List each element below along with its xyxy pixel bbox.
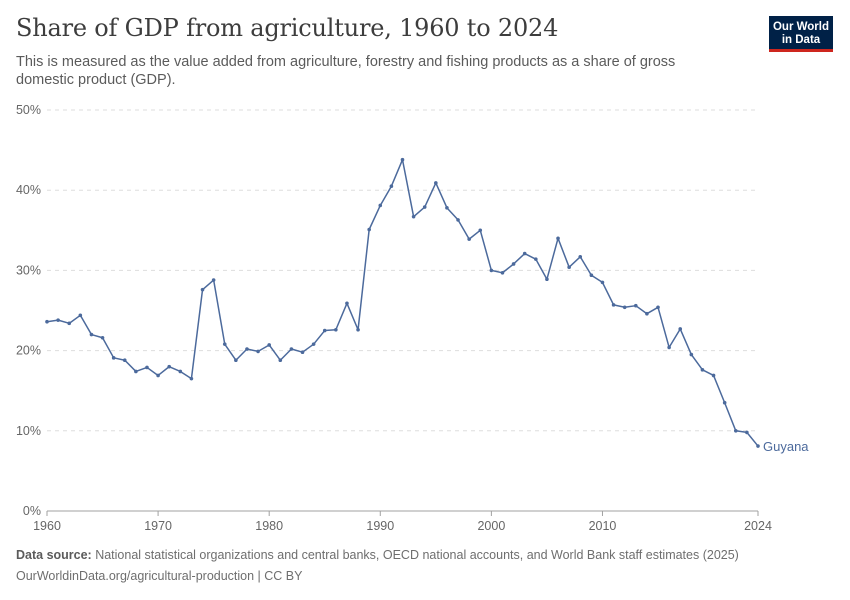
data-point bbox=[56, 318, 60, 322]
data-point bbox=[167, 364, 172, 369]
data-point bbox=[145, 365, 149, 370]
data-point bbox=[722, 400, 727, 405]
data-point bbox=[278, 358, 283, 363]
data-point bbox=[578, 254, 583, 259]
data-source-label: Data source: bbox=[16, 548, 92, 562]
data-point bbox=[67, 321, 72, 326]
y-tick-label: 10% bbox=[16, 424, 41, 438]
data-point bbox=[389, 184, 394, 188]
data-point bbox=[267, 343, 271, 347]
data-point bbox=[234, 358, 238, 363]
logo-line-2: in Data bbox=[781, 34, 821, 46]
x-tick-label: 2024 bbox=[744, 519, 772, 533]
data-point bbox=[656, 305, 660, 310]
x-tick-label: 1960 bbox=[33, 519, 61, 533]
data-point bbox=[122, 358, 127, 363]
data-point bbox=[334, 327, 338, 332]
data-point bbox=[78, 313, 83, 318]
data-point bbox=[134, 369, 138, 374]
data-point bbox=[256, 349, 260, 354]
data-point bbox=[322, 328, 327, 333]
data-point bbox=[311, 342, 316, 346]
data-point bbox=[456, 218, 460, 222]
data-point bbox=[633, 303, 638, 308]
data-point bbox=[222, 342, 227, 346]
y-tick-label: 30% bbox=[16, 263, 41, 277]
chart-subtitle: This is measured as the value added from… bbox=[16, 54, 676, 88]
data-point bbox=[511, 262, 516, 266]
data-point bbox=[211, 278, 216, 282]
data-point bbox=[700, 368, 705, 372]
x-tick-label: 2010 bbox=[589, 519, 617, 533]
x-tick-label: 2000 bbox=[477, 519, 505, 533]
data-point bbox=[434, 181, 438, 185]
data-point bbox=[745, 430, 749, 435]
data-point bbox=[300, 350, 305, 355]
data-point bbox=[667, 345, 671, 350]
data-point bbox=[111, 356, 116, 360]
data-point bbox=[522, 251, 527, 256]
data-point bbox=[467, 237, 471, 241]
x-tick-label: 1970 bbox=[144, 519, 172, 533]
data-point bbox=[345, 301, 349, 306]
chart-title: Share of GDP from agriculture, 1960 to 2… bbox=[16, 14, 559, 42]
data-point bbox=[400, 157, 405, 162]
data-point bbox=[689, 352, 694, 357]
data-point bbox=[645, 311, 649, 316]
data-point bbox=[411, 214, 416, 219]
grid-lines bbox=[47, 109, 758, 512]
data-point bbox=[289, 347, 294, 351]
data-point bbox=[500, 271, 505, 275]
data-point bbox=[556, 236, 560, 241]
data-point bbox=[678, 327, 683, 331]
owid-logo[interactable]: Our World in Data bbox=[769, 16, 833, 52]
data-point bbox=[611, 303, 616, 307]
x-tick-label: 1990 bbox=[366, 519, 394, 533]
data-point bbox=[733, 429, 738, 433]
data-point bbox=[489, 268, 494, 273]
y-tick-label: 20% bbox=[16, 344, 41, 358]
data-point bbox=[478, 228, 483, 233]
series-line-guyana bbox=[46, 158, 759, 447]
data-point bbox=[622, 305, 627, 310]
data-point bbox=[756, 444, 760, 448]
data-point bbox=[45, 319, 49, 324]
data-source-text: National statistical organizations and c… bbox=[91, 548, 739, 562]
data-point bbox=[245, 347, 249, 351]
data-point bbox=[367, 227, 371, 232]
line-chart: 0% 10% 20% 30% 40% 50% 1960 1970 1980 1990 2000 20… bbox=[16, 103, 809, 533]
data-source: Data source: National statistical organi… bbox=[16, 548, 739, 562]
data-point bbox=[534, 257, 538, 261]
y-tick-label: 0% bbox=[23, 504, 41, 518]
data-point bbox=[100, 335, 105, 340]
data-point bbox=[445, 206, 449, 210]
series-guyana: Guyana bbox=[45, 157, 809, 454]
y-tick-label: 50% bbox=[16, 103, 41, 117]
data-point bbox=[422, 205, 427, 209]
x-tick-label: 1980 bbox=[255, 519, 283, 533]
series-label: Guyana bbox=[763, 439, 809, 454]
y-tick-label: 40% bbox=[16, 183, 41, 197]
data-point bbox=[589, 273, 594, 278]
data-point bbox=[378, 203, 383, 208]
data-point bbox=[156, 373, 160, 378]
data-point bbox=[711, 373, 716, 378]
data-point bbox=[200, 287, 205, 292]
data-point bbox=[189, 376, 194, 381]
y-axis: 0% 10% 20% 30% 40% 50% bbox=[16, 103, 41, 518]
data-point bbox=[600, 280, 605, 285]
data-point bbox=[545, 277, 549, 282]
logo-line-1: Our World bbox=[772, 21, 829, 33]
x-axis: 1960 1970 1980 1990 2000 2010 2024 bbox=[33, 511, 772, 533]
data-point bbox=[356, 327, 360, 332]
data-point bbox=[178, 369, 183, 374]
data-point bbox=[567, 265, 571, 269]
url-license[interactable]: OurWorldinData.org/agricultural-producti… bbox=[16, 569, 303, 583]
data-point bbox=[89, 332, 94, 337]
